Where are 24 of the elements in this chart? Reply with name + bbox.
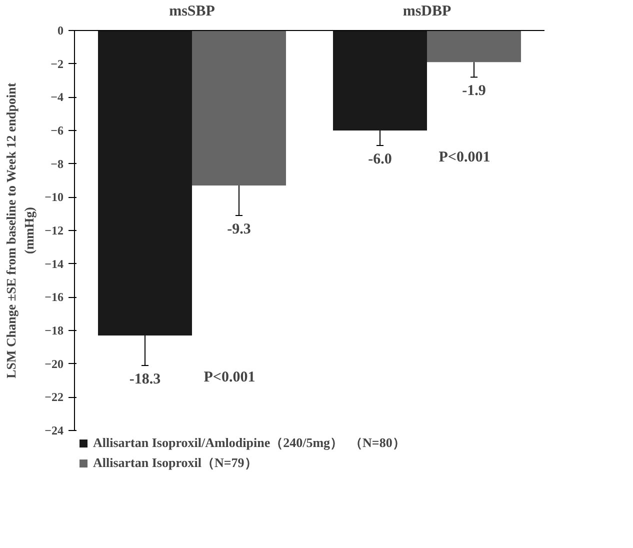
legend-label: Allisartan Isoproxil/Amlodipine（240/5mg） （N=80） [93,434,406,452]
x-tick-label: msSBP [169,4,215,20]
data-label: -1.9 [462,83,486,100]
x-tick-label: msDBP [402,4,452,20]
y-tick-label: −20 [44,356,64,371]
legend-label: Allisartan Isoproxil（N=79） [93,454,258,472]
data-label: -18.3 [129,372,161,388]
y-tick-label: −18 [44,324,64,338]
y-tick-label: −8 [50,156,64,171]
data-label: -9.3 [227,222,251,238]
y-tick-label: −2 [50,56,64,71]
annotation: P<0.001 [204,370,256,386]
data-label: -6.0 [368,152,392,168]
y-tick-label: −22 [44,390,64,404]
y-tick-label: −16 [44,290,64,304]
annotation: P<0.001 [438,150,490,166]
y-tick-label: −12 [44,224,64,238]
y-tick-label: 0 [58,24,64,38]
y-tick-label: −24 [44,424,64,438]
y-axis-title: LSM Change ±SE from baseline to Week 12 endpoint (mmHg) [4,82,37,378]
y-tick-label: −10 [44,190,64,204]
y-tick-label: −6 [50,124,64,138]
y-tick-label: −14 [44,256,64,271]
y-tick-label: −4 [50,90,64,104]
